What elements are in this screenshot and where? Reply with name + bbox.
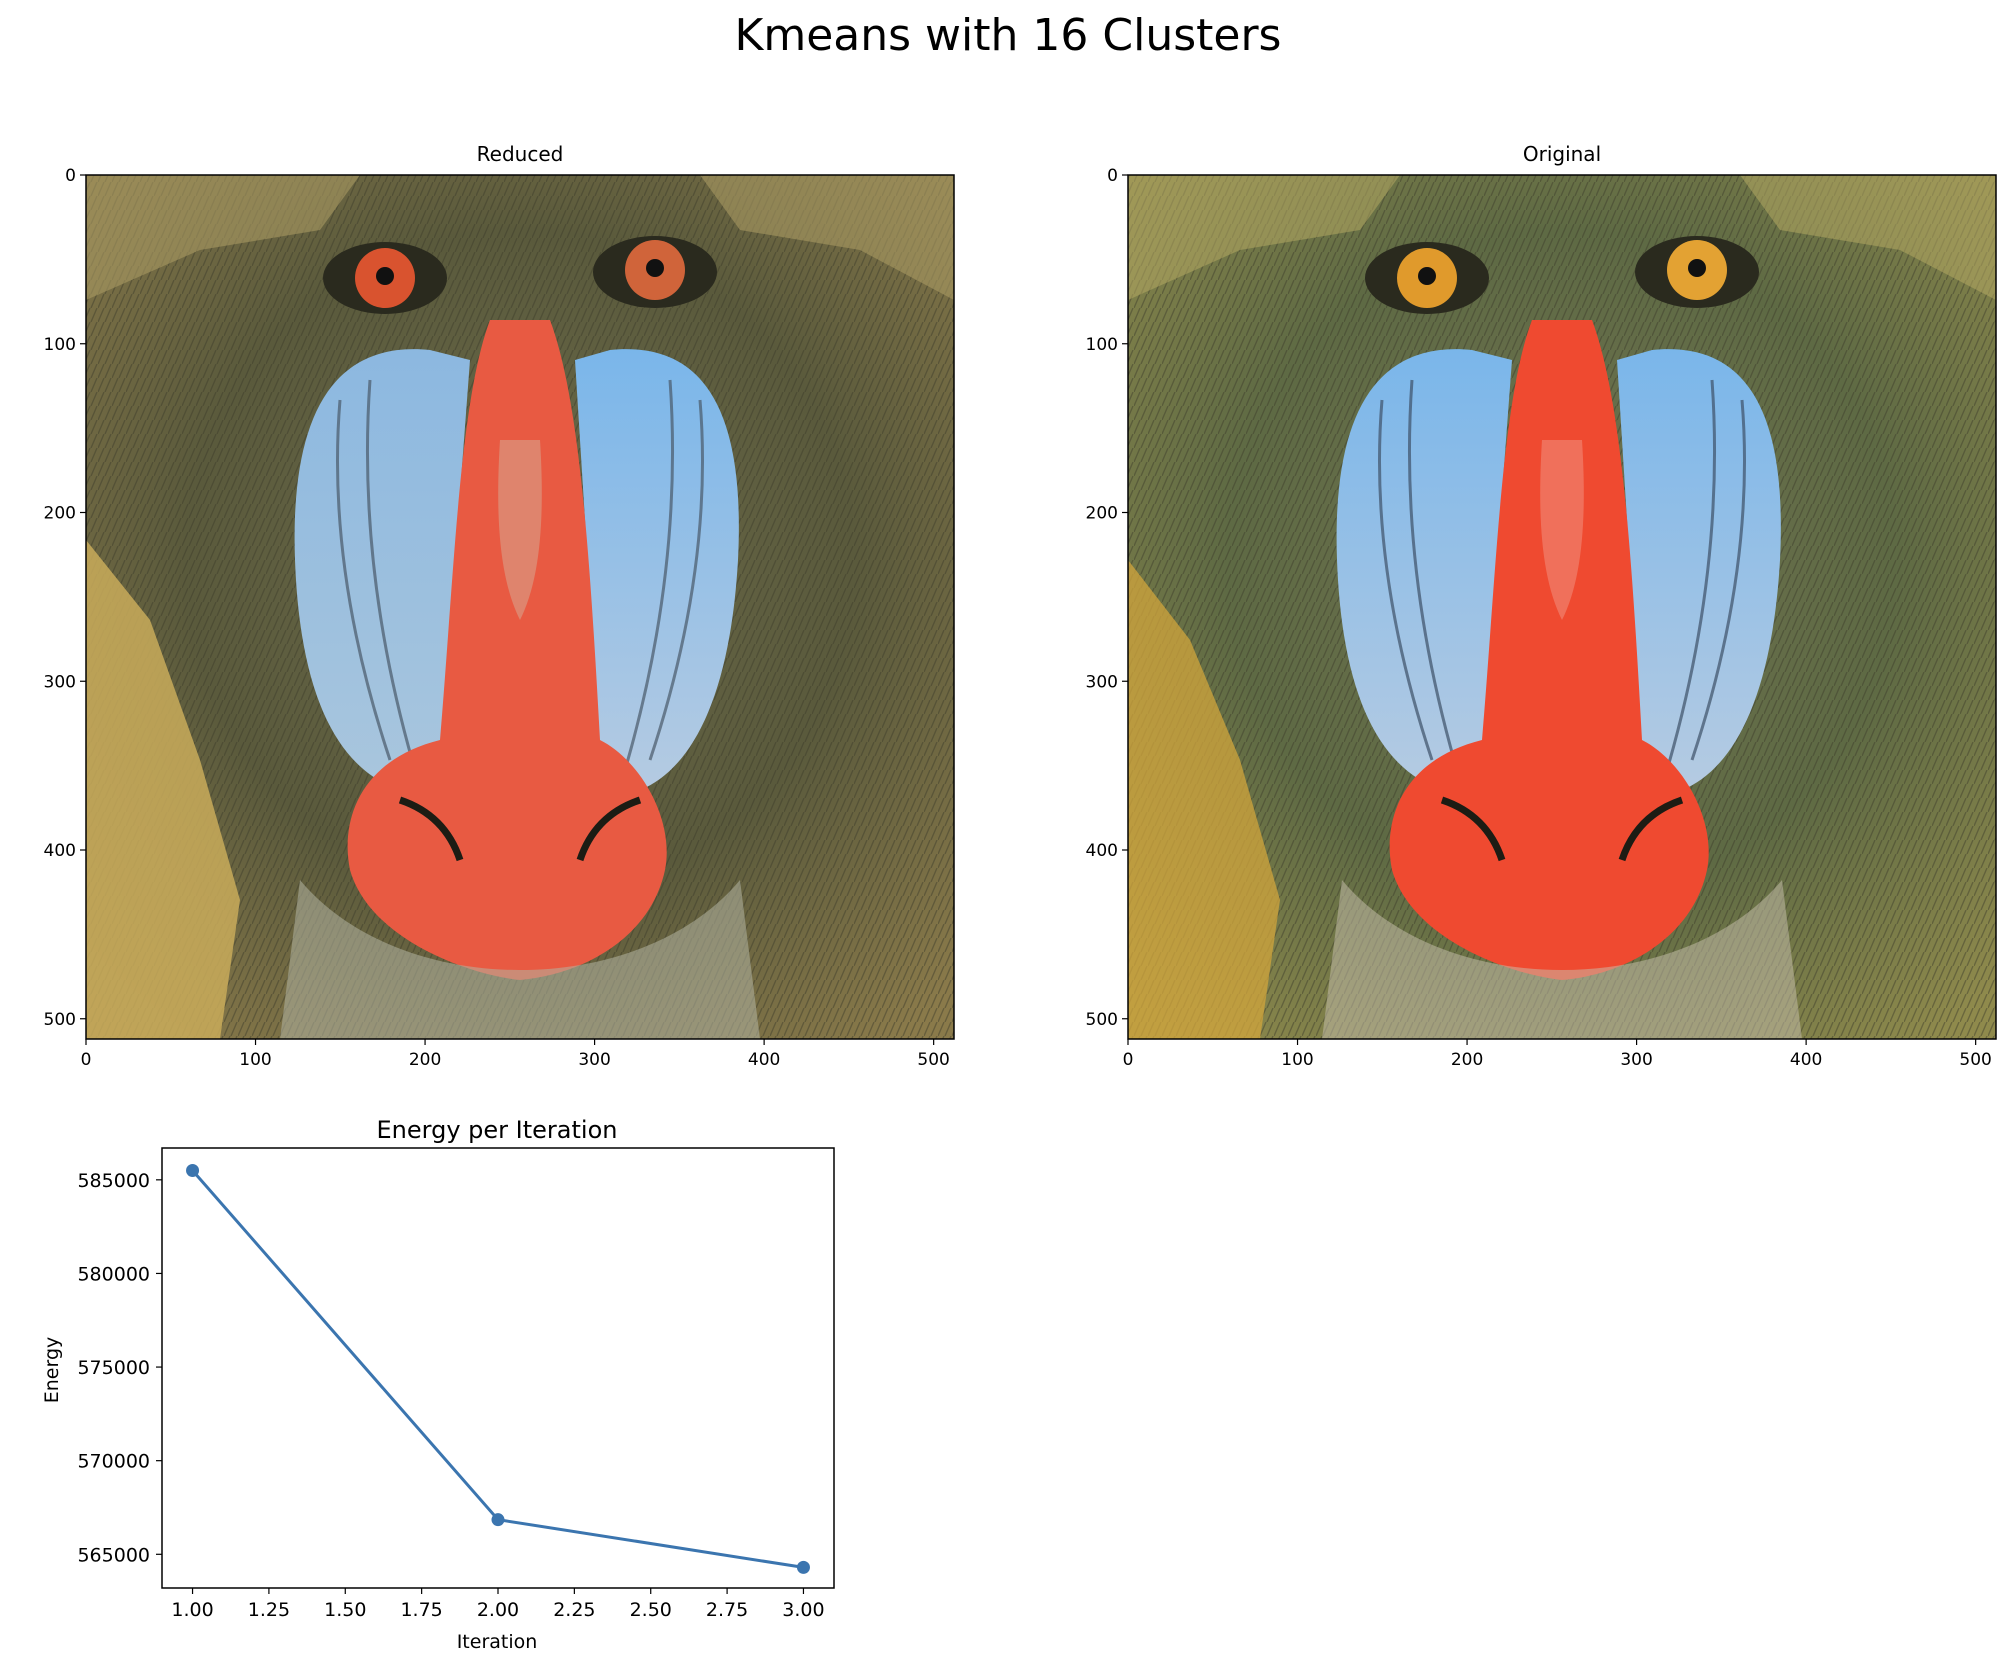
energy-x-tick-label: 1.50: [324, 1599, 366, 1621]
energy-chart-title: Energy per Iteration: [377, 1116, 618, 1144]
energy-x-tick-label: 2.25: [553, 1599, 595, 1621]
reduced-y-tick-label: 300: [44, 672, 76, 692]
original-y-tick-label: 100: [1086, 335, 1118, 355]
energy-y-tick-label: 585000: [77, 1170, 150, 1192]
energy-x-tick-label: 2.00: [477, 1599, 519, 1621]
original-image: [1128, 175, 1996, 1039]
reduced-y-tick-label: 500: [44, 1010, 76, 1030]
original-panel-title: Original: [1522, 142, 1602, 166]
original-x-tick-label: 200: [1451, 1050, 1483, 1070]
original-y-tick-label: 300: [1086, 672, 1118, 692]
energy-y-tick-label: 580000: [77, 1263, 150, 1285]
energy-point: [491, 1513, 505, 1527]
original-x-tick-label: 0: [1123, 1050, 1134, 1070]
energy-point: [186, 1163, 200, 1177]
energy-y-axis: 565000 570000 575000 580000 585000: [77, 1170, 162, 1566]
reduced-x-tick-label: 400: [748, 1050, 780, 1070]
reduced-y-axis: 0 100 200 300 400 500: [44, 166, 86, 1030]
energy-x-tick-label: 1.00: [171, 1599, 213, 1621]
energy-point: [796, 1560, 810, 1574]
original-y-tick-label: 0: [1107, 166, 1118, 186]
reduced-y-tick-label: 400: [44, 841, 76, 861]
energy-chart: 1.00 1.25 1.50 1.75 2.00 2.25 2.50 2.75 3.00 565…: [41, 1116, 835, 1653]
energy-x-tick-label: 3.00: [782, 1599, 824, 1621]
original-panel: 0 100 200 300 400 500 0 100 200 300 400 500: [1086, 166, 1997, 1070]
reduced-panel-title: Reduced: [476, 142, 564, 166]
original-x-tick-label: 100: [1281, 1050, 1313, 1070]
reduced-x-axis: 0 100 200 300 400 500: [81, 1039, 950, 1070]
reduced-image: [86, 175, 954, 1039]
energy-y-tick-label: 570000: [77, 1451, 150, 1473]
energy-x-axis: 1.00 1.25 1.50 1.75 2.00 2.25 2.50 2.75 3.00: [171, 1588, 825, 1621]
reduced-axes-frame: [85, 174, 955, 1040]
energy-y-tick-label: 565000: [77, 1544, 150, 1566]
reduced-y-tick-label: 100: [44, 335, 76, 355]
original-y-tick-label: 400: [1086, 841, 1118, 861]
energy-x-tick-label: 1.25: [248, 1599, 290, 1621]
energy-x-tick-label: 2.50: [630, 1599, 672, 1621]
reduced-x-tick-label: 300: [578, 1050, 610, 1070]
original-y-tick-label: 200: [1086, 504, 1118, 524]
reduced-y-tick-label: 200: [44, 504, 76, 524]
energy-x-label: Iteration: [457, 1631, 538, 1653]
original-x-tick-label: 300: [1620, 1050, 1652, 1070]
energy-y-tick-label: 575000: [77, 1357, 150, 1379]
original-x-tick-label: 500: [1959, 1050, 1991, 1070]
reduced-x-tick-label: 200: [409, 1050, 441, 1070]
energy-y-label: Energy: [41, 1337, 63, 1404]
reduced-panel: 0 100 200 300 400 500 0 100 200 300 400 500: [44, 166, 955, 1070]
original-x-tick-label: 400: [1790, 1050, 1822, 1070]
reduced-x-tick-label: 0: [81, 1050, 92, 1070]
reduced-x-tick-label: 500: [917, 1050, 949, 1070]
reduced-x-tick-label: 100: [239, 1050, 271, 1070]
energy-x-tick-label: 2.75: [706, 1599, 748, 1621]
original-y-axis: 0 100 200 300 400 500: [1086, 166, 1128, 1030]
energy-x-tick-label: 1.75: [400, 1599, 442, 1621]
figure-title: Kmeans with 16 Clusters: [734, 10, 1282, 61]
original-x-axis: 0 100 200 300 400 500: [1123, 1039, 1992, 1070]
reduced-y-tick-label: 0: [65, 166, 76, 186]
original-y-tick-label: 500: [1086, 1010, 1118, 1030]
original-axes-frame: [1127, 174, 1997, 1040]
energy-series: [186, 1163, 810, 1574]
